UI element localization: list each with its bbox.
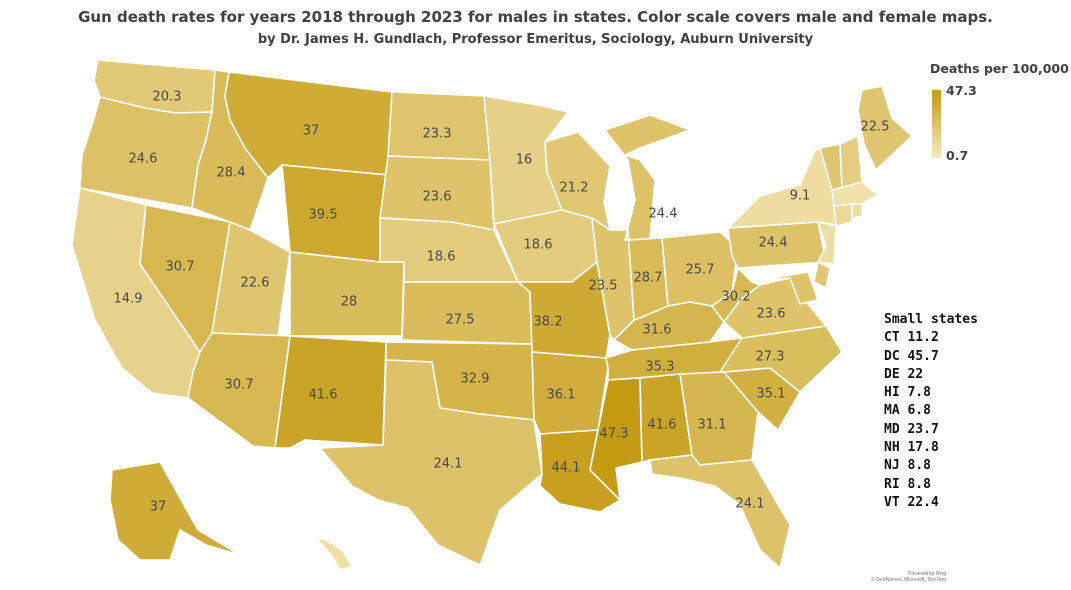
state-de [813, 261, 831, 289]
state-value-nm: 41.6 [309, 388, 338, 403]
state-value-ca: 14.9 [114, 292, 143, 307]
state-value-il: 23.5 [589, 279, 618, 294]
state-mo [517, 261, 611, 359]
small-state-entry: HI 7.8 [884, 385, 931, 401]
state-fl [649, 454, 791, 569]
state-value-wa: 20.3 [153, 90, 182, 105]
state-value-nv: 30.7 [166, 260, 195, 275]
state-value-ga: 31.1 [698, 418, 727, 433]
state-value-la: 44.1 [552, 461, 581, 476]
state-value-mn: 16 [516, 153, 533, 168]
state-value-ak: 37 [150, 500, 167, 515]
state-value-wi: 21.2 [560, 181, 589, 196]
legend-min-label: 0.7 [946, 148, 969, 163]
state-value-ne: 18.6 [427, 250, 456, 265]
state-nh [839, 135, 863, 189]
legend-title: Deaths per 100,000 [930, 61, 1069, 76]
small-state-entry: MD 23.7 [884, 421, 939, 437]
small-state-entry: DE 22 [884, 366, 924, 382]
state-value-wv: 30.2 [722, 290, 751, 305]
small-state-entry: CT 11.2 [884, 330, 939, 346]
state-value-tx: 24.1 [434, 457, 463, 472]
state-value-al: 41.6 [648, 418, 677, 433]
state-tx [319, 359, 543, 566]
state-hi [315, 537, 353, 571]
state-value-ky: 31.6 [643, 323, 672, 338]
state-me [857, 85, 913, 171]
state-value-ms: 47.3 [600, 427, 629, 442]
state-nc [719, 325, 843, 393]
map-title: Gun death rates for years 2018 through 2… [78, 8, 993, 26]
state-nj [817, 221, 837, 265]
state-ut [211, 221, 291, 337]
state-value-pa: 24.4 [759, 236, 788, 251]
small-states-list: Small states CT 11.2 DC 45.7 DE 22 HI 7.… [884, 311, 978, 512]
state-wv [711, 267, 761, 323]
legend-max-label: 47.3 [946, 83, 977, 98]
state-value-ia: 18.6 [524, 238, 553, 253]
state-value-me: 22.5 [861, 120, 890, 135]
state-value-oh: 25.7 [686, 263, 715, 278]
state-value-wy: 39.5 [309, 208, 338, 223]
state-value-ok: 32.9 [461, 372, 490, 387]
state-value-in: 28.7 [634, 271, 663, 286]
state-value-co: 28 [341, 295, 358, 310]
state-value-ut: 22.6 [241, 276, 270, 291]
state-value-az: 30.7 [225, 378, 254, 393]
small-state-entry: RI 8.8 [884, 476, 931, 492]
state-value-ar: 36.1 [547, 388, 576, 403]
state-value-sc: 35.1 [757, 387, 786, 402]
map-credit: Powered by Bing © GeoNames, Microsoft, T… [836, 571, 946, 583]
map-subtitle: by Dr. James H. Gundlach, Professor Emer… [257, 32, 814, 47]
state-ma [831, 181, 879, 207]
state-value-tn: 35.3 [646, 360, 675, 375]
state-value-or: 24.6 [129, 152, 158, 167]
state-value-mo: 38.2 [534, 315, 563, 330]
small-state-entry: NJ 8.8 [884, 458, 931, 474]
state-value-fl: 24.1 [736, 497, 765, 512]
state-value-id: 28.4 [217, 166, 246, 181]
small-state-entry: MA 6.8 [884, 403, 931, 419]
state-ct [833, 203, 853, 227]
small-state-entry: VT 22.4 [884, 494, 939, 510]
small-state-entry: DC 45.7 [884, 348, 939, 364]
state-value-ny: 9.1 [790, 189, 811, 204]
small-state-entry: NH 17.8 [884, 440, 939, 456]
state-md [759, 271, 819, 305]
state-value-mi: 24.4 [649, 207, 678, 222]
state-value-sd: 23.6 [423, 190, 452, 205]
state-mi [604, 114, 691, 241]
state-value-ks: 27.5 [446, 313, 475, 328]
state-value-mt: 37 [303, 124, 320, 139]
credit-line: Powered by Bing [908, 571, 946, 577]
state-ri [851, 203, 863, 219]
state-value-nc: 27.3 [756, 350, 785, 365]
state-value-va: 23.6 [757, 307, 786, 322]
legend-color-scale [932, 90, 941, 158]
small-states-title: Small states [884, 312, 978, 327]
state-ak [109, 461, 241, 561]
credit-line: © GeoNames, Microsoft, TomTom [871, 577, 946, 583]
state-value-nd: 23.3 [423, 127, 452, 142]
